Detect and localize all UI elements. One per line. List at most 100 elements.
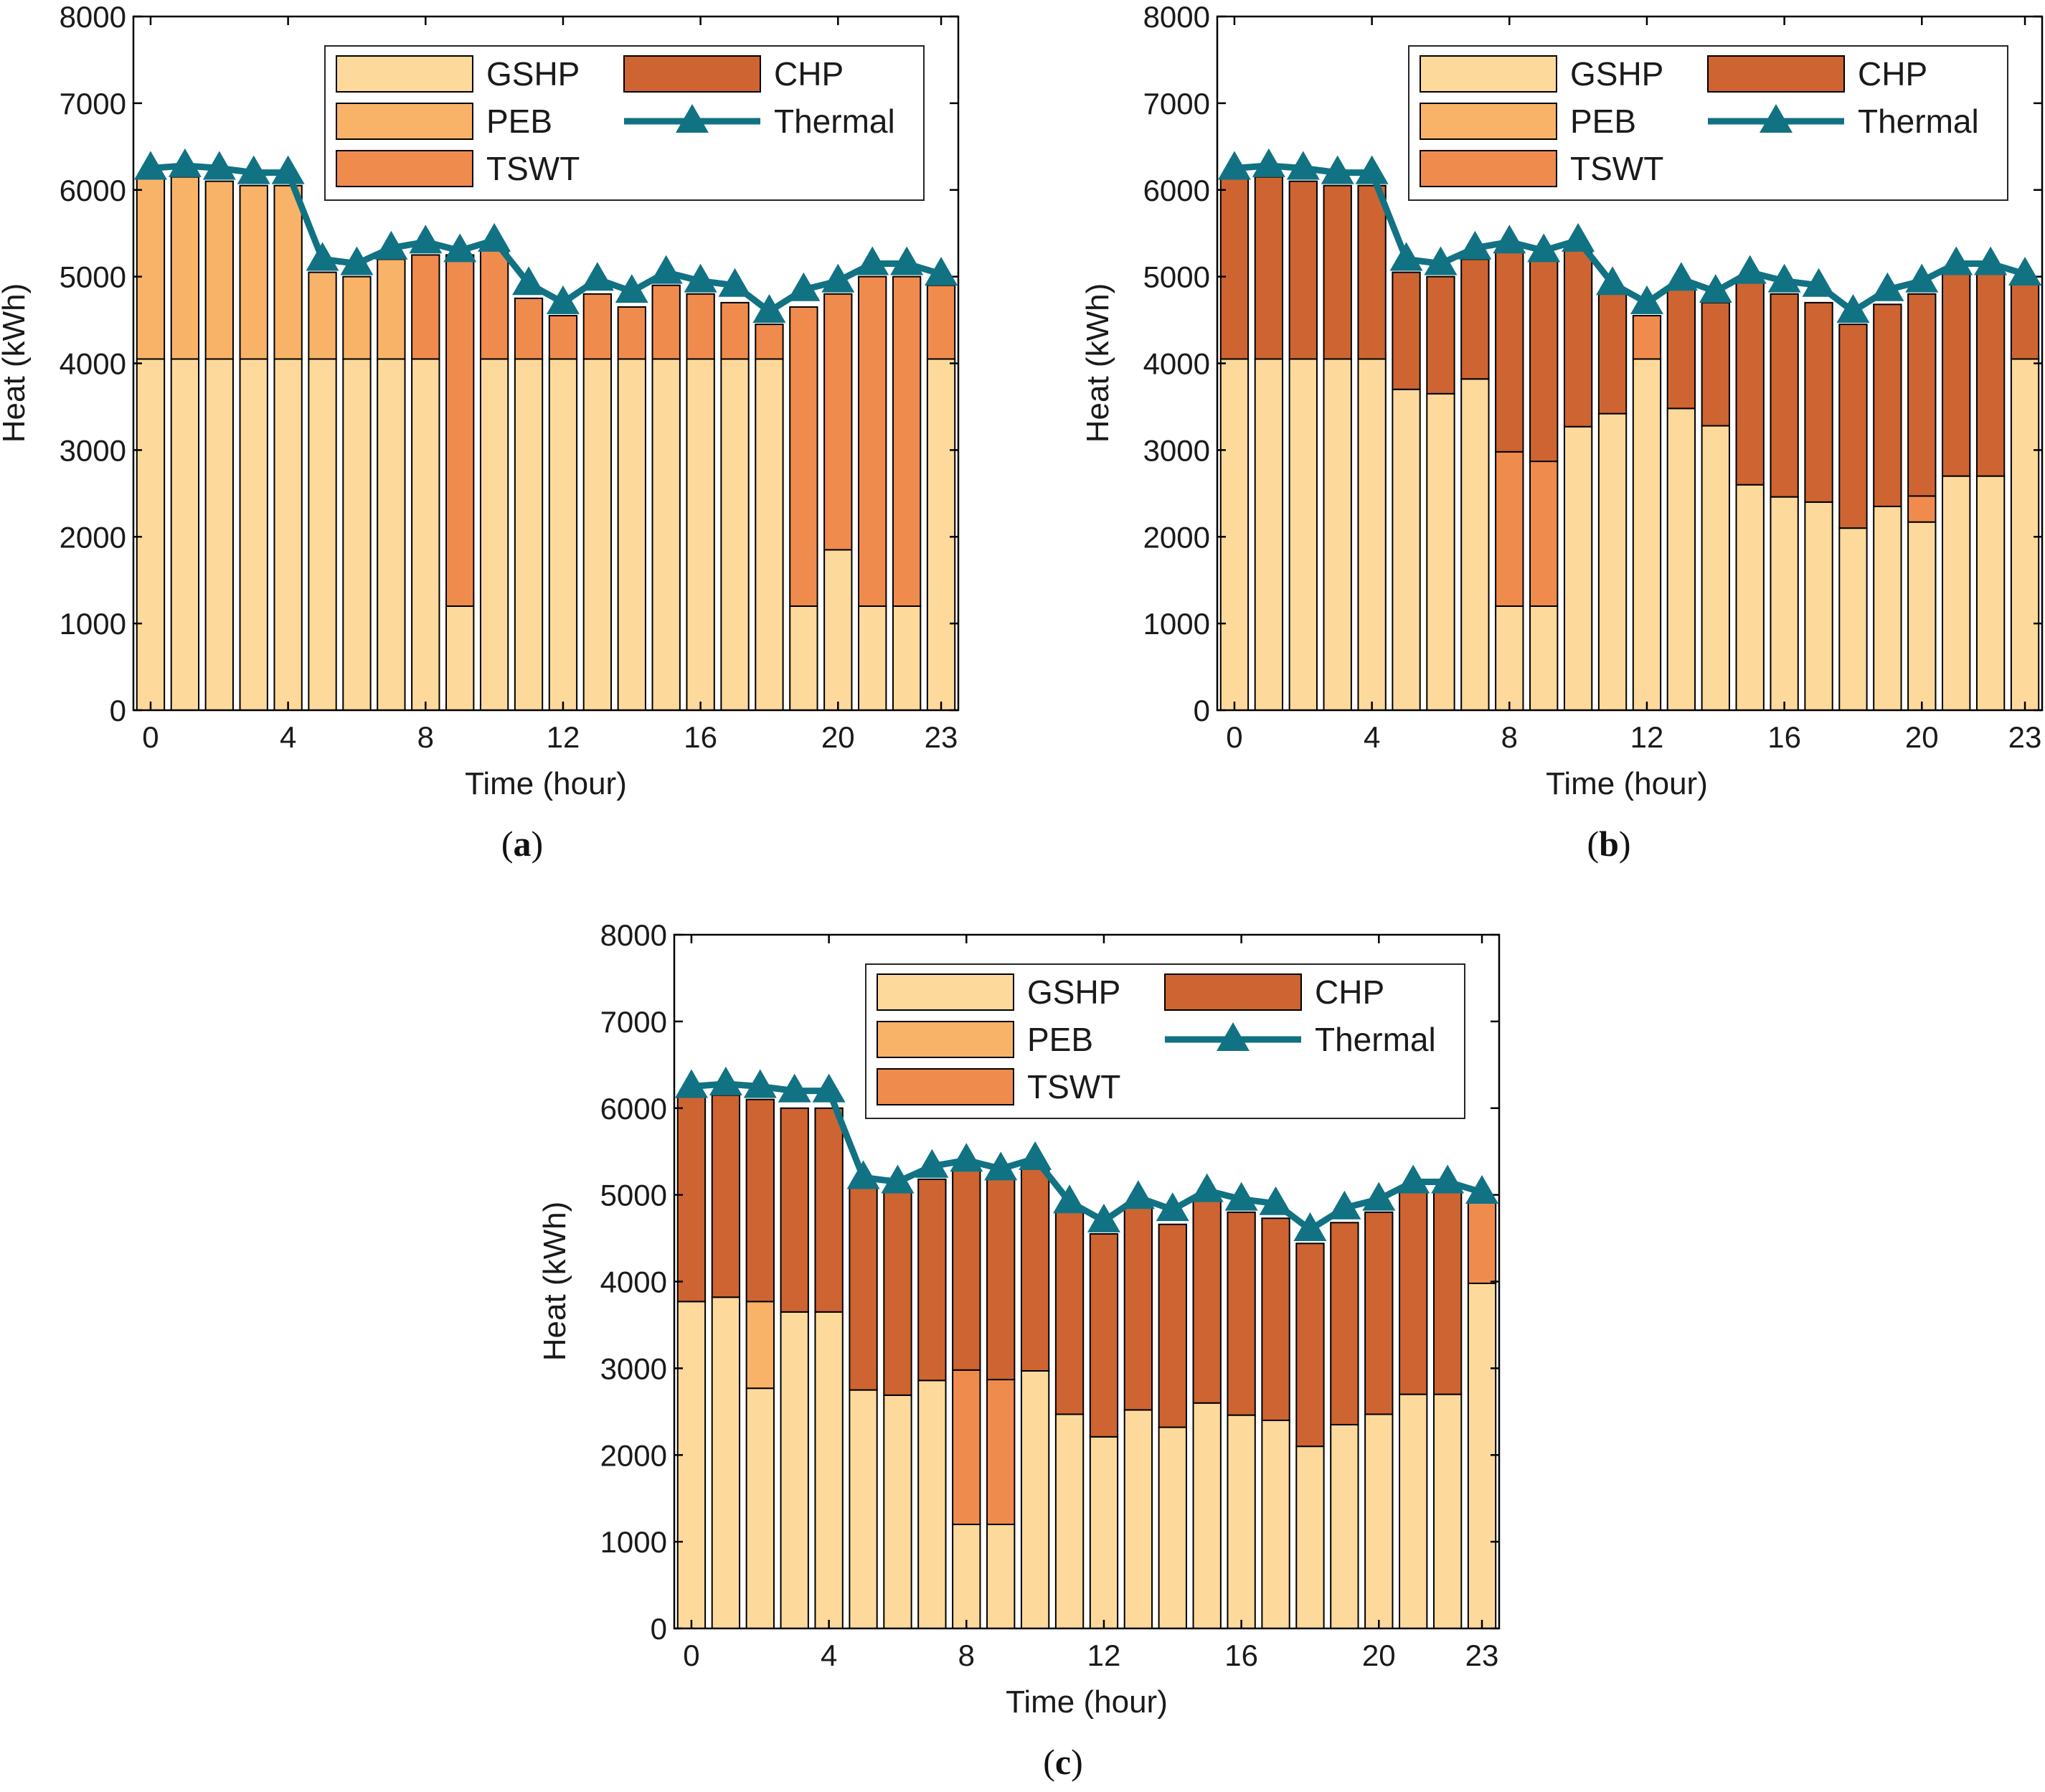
thermal-marker-hour-17 — [1802, 268, 1836, 297]
legend-label-peb: PEB — [486, 103, 552, 140]
thermal-marker-hour-9 — [443, 233, 477, 263]
bar-chp-hour-20 — [1364, 1211, 1394, 1415]
thermal-series — [674, 1066, 1499, 1241]
thermal-marker-hour-22 — [1974, 246, 2008, 275]
panel-b: Heat (kWh) Time (hour) (b) 0 1000 2000 3000… — [1080, 0, 2044, 864]
x-tick-label: 12 — [1087, 1638, 1121, 1672]
bar-chp-hour-5 — [1392, 271, 1421, 390]
bar-chp-hour-16 — [1770, 293, 1799, 498]
bar-peb-hour-0 — [136, 176, 166, 360]
bar-gshp-hour-13 — [1123, 1409, 1153, 1629]
bar-peb-hour-6 — [342, 275, 372, 360]
bar-gshp-hour-10 — [1020, 1370, 1050, 1629]
y-tick-label: 1000 — [1143, 607, 1210, 641]
thermal-marker-hour-4 — [812, 1073, 846, 1103]
thermal-marker-hour-0 — [133, 151, 167, 180]
legend-label-gshp: GSHP — [1027, 973, 1120, 1011]
legend-label-tswt: TSWT — [1570, 150, 1663, 187]
bar-gshp-hour-11 — [514, 358, 544, 711]
bar-chp-hour-21 — [1399, 1192, 1428, 1395]
thermal-marker-hour-16 — [1767, 263, 1801, 293]
bar-chp-hour-14 — [1158, 1223, 1187, 1428]
legend-swatch-peb — [1420, 103, 1557, 140]
y-tick-label: 3000 — [60, 433, 126, 467]
bar-chp-hour-3 — [780, 1107, 809, 1313]
bar-gshp-hour-13 — [1666, 407, 1696, 711]
bar-chp-hour-7 — [917, 1178, 947, 1382]
bar-chp-hour-18 — [1295, 1242, 1325, 1448]
thermal-marker-hour-5 — [306, 242, 339, 271]
bar-gshp-hour-17 — [1804, 501, 1833, 712]
bar-gshp-hour-15 — [651, 358, 681, 711]
thermal-series — [133, 148, 958, 323]
bar-gshp-hour-1 — [1254, 358, 1284, 711]
thermal-marker-hour-20 — [1905, 263, 1939, 293]
thermal-marker-hour-10 — [478, 222, 511, 252]
x-axis: 0 4 8 12 16 20 23 — [683, 935, 1498, 1672]
bar-chp-hour-8 — [952, 1168, 981, 1371]
bar-chp-hour-21 — [1942, 273, 1971, 477]
bar-chp-hour-17 — [1261, 1217, 1290, 1421]
y-tick-label: 2000 — [60, 520, 126, 554]
bar-chp-hour-1 — [1254, 176, 1284, 360]
x-tick-label: 4 — [1364, 720, 1380, 754]
thermal-marker-hour-13 — [1664, 262, 1698, 291]
thermal-marker-hour-8 — [1493, 225, 1526, 254]
legend-swatch-gshp — [877, 973, 1014, 1011]
bar-chp-hour-10 — [1563, 250, 1593, 428]
bar-gshp-hour-19 — [789, 605, 818, 712]
bars — [1219, 176, 2040, 712]
thermal-marker-hour-21 — [1397, 1164, 1430, 1194]
thermal-marker-hour-2 — [743, 1069, 777, 1098]
bar-gshp-hour-17 — [720, 358, 750, 711]
bar-tswt-hour-9 — [986, 1379, 1016, 1525]
y-tick-label: 0 — [1194, 694, 1210, 727]
thermal-marker-hour-20 — [821, 263, 855, 293]
y-tick-label: 3000 — [600, 1352, 667, 1385]
x-tick-label: 0 — [142, 720, 159, 754]
thermal-marker-hour-14 — [1156, 1192, 1189, 1222]
bar-chp-hour-11 — [1597, 293, 1628, 415]
bar-tswt-hour-8 — [952, 1369, 981, 1525]
legend-swatch-tswt — [877, 1068, 1014, 1105]
bar-tswt-hour-12 — [1632, 315, 1662, 360]
bar-peb-hour-3 — [239, 184, 268, 360]
bar-chp-hour-8 — [1495, 250, 1524, 453]
legend-swatch-tswt — [336, 150, 473, 187]
bar-gshp-hour-19 — [1330, 1423, 1359, 1629]
x-tick-label: 16 — [1224, 1638, 1258, 1672]
y-axis: 0 1000 2000 3000 4000 5000 6000 7000 8000 — [600, 918, 1499, 1646]
bar-gshp-hour-15 — [1735, 484, 1765, 711]
bar-gshp-hour-0 — [676, 1301, 707, 1630]
bar-gshp-hour-8 — [1495, 605, 1524, 712]
bar-tswt-hour-9 — [1529, 461, 1559, 607]
y-tick-label: 5000 — [60, 260, 126, 294]
bar-tswt-hour-9 — [445, 254, 475, 607]
bar-tswt-hour-15 — [651, 284, 681, 360]
thermal-marker-hour-6 — [1424, 246, 1458, 275]
legend-label-chp: CHP — [1315, 973, 1384, 1011]
bar-peb-hour-5 — [308, 271, 337, 360]
bar-gshp-hour-9 — [445, 605, 475, 712]
bar-chp-hour-13 — [1123, 1207, 1153, 1411]
bar-peb-hour-2 — [745, 1301, 775, 1390]
legend-label-thermal: Thermal — [1858, 103, 1979, 140]
bar-gshp-hour-22 — [892, 605, 922, 712]
thermal-marker-hour-17 — [1259, 1186, 1293, 1215]
thermal-marker-hour-15 — [1733, 255, 1767, 284]
y-tick-label: 4000 — [60, 347, 126, 381]
thermal-marker-hour-7 — [1458, 230, 1492, 260]
bar-chp-hour-3 — [1323, 184, 1352, 360]
bar-gshp-hour-6 — [1426, 392, 1455, 711]
bar-gshp-hour-20 — [1364, 1413, 1394, 1629]
bar-chp-hour-10 — [1020, 1168, 1050, 1372]
legend: GSHP PEB TSWT CHP Thermal — [1408, 45, 2008, 201]
bar-peb-hour-2 — [204, 180, 234, 360]
thermal-marker-hour-21 — [1940, 246, 1973, 275]
panel-a: Heat (kWh) Time (hour) (a) 0 1000 2000 3000… — [0, 0, 960, 864]
legend-label-gshp: GSHP — [486, 55, 580, 93]
x-tick-label: 4 — [821, 1638, 837, 1672]
bar-gshp-hour-4 — [1357, 358, 1387, 711]
thermal-marker-hour-1 — [1252, 148, 1285, 177]
thermal-marker-hour-22 — [1431, 1164, 1465, 1194]
